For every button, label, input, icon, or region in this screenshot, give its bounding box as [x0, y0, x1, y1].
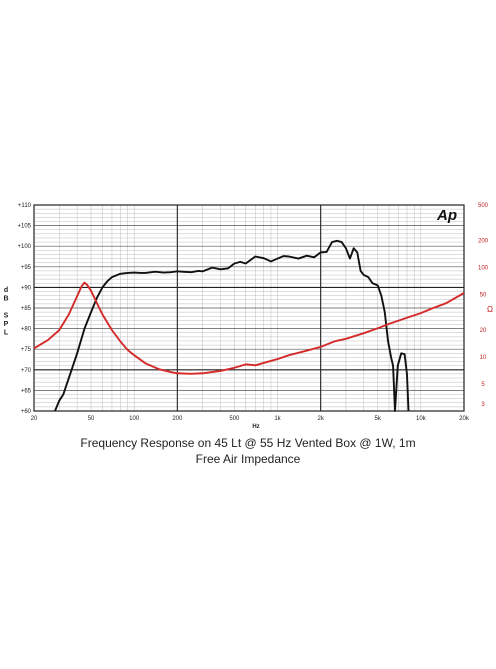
spl-curve — [54, 239, 410, 412]
y-right-tick-label: 200 — [478, 239, 489, 245]
x-tick-label: 20 — [31, 416, 38, 422]
y-right-tick-label: 500 — [478, 203, 489, 209]
x-tick-label: 500 — [229, 416, 240, 422]
ap-logo: Ap — [436, 207, 457, 224]
y-left-axis-label: S — [4, 313, 9, 320]
y-left-tick-label: +95 — [21, 265, 32, 271]
x-tick-label: 10k — [416, 416, 427, 422]
x-tick-label: 200 — [172, 416, 183, 422]
y-right-tick-label: 3 — [481, 402, 485, 408]
y-right-tick-label: 10 — [480, 355, 487, 361]
x-tick-label: 5k — [375, 416, 382, 422]
x-tick-label: 50 — [88, 416, 95, 422]
y-left-tick-label: +100 — [17, 244, 31, 250]
x-tick-label: 20k — [459, 416, 470, 422]
x-tick-label: 2k — [317, 416, 324, 422]
y-left-axis-label: d — [4, 287, 8, 294]
y-left-tick-label: +110 — [18, 203, 32, 209]
y-right-tick-label: 50 — [480, 293, 487, 299]
axis-layer: +110 +105 +100 +95 +90 +85 +80 +75 +70 +65 +60 dB SP… — [3, 203, 493, 430]
y-right-tick-label: 100 — [478, 266, 489, 272]
y-left-tick-label: +105 — [17, 224, 31, 230]
y-left-axis-label: L — [4, 330, 9, 337]
plot-frame — [33, 204, 465, 412]
y-right-tick-label: 20 — [480, 328, 487, 334]
ap-logo-text: Ap — [436, 207, 457, 224]
y-left-tick-label: +75 — [21, 347, 32, 353]
y-left-tick-label: +90 — [21, 285, 32, 291]
x-axis-label: Hz — [252, 424, 259, 430]
y-left-tick-label: +85 — [21, 306, 32, 312]
y-left-tick-label: +80 — [21, 327, 32, 333]
impedance-curve — [33, 281, 465, 375]
y-left-tick-label: +65 — [21, 388, 32, 394]
y-left-tick-label: +70 — [21, 368, 32, 374]
chart-caption-line-2: Free Air Impedance — [195, 452, 301, 466]
y-right-tick-label: 5 — [481, 382, 485, 388]
y-left-axis-label: P — [4, 321, 9, 328]
y-left-axis-label: B — [3, 296, 8, 303]
series-layer — [33, 239, 465, 412]
x-tick-label: 1k — [274, 416, 281, 422]
y-right-axis-label: Ω — [487, 305, 493, 314]
grid-layer — [33, 204, 465, 412]
y-left-tick-label: +60 — [21, 409, 32, 415]
chart-caption-line-1: Frequency Response on 45 Lt @ 55 Hz Vent… — [80, 436, 416, 450]
x-tick-label: 100 — [129, 416, 140, 422]
